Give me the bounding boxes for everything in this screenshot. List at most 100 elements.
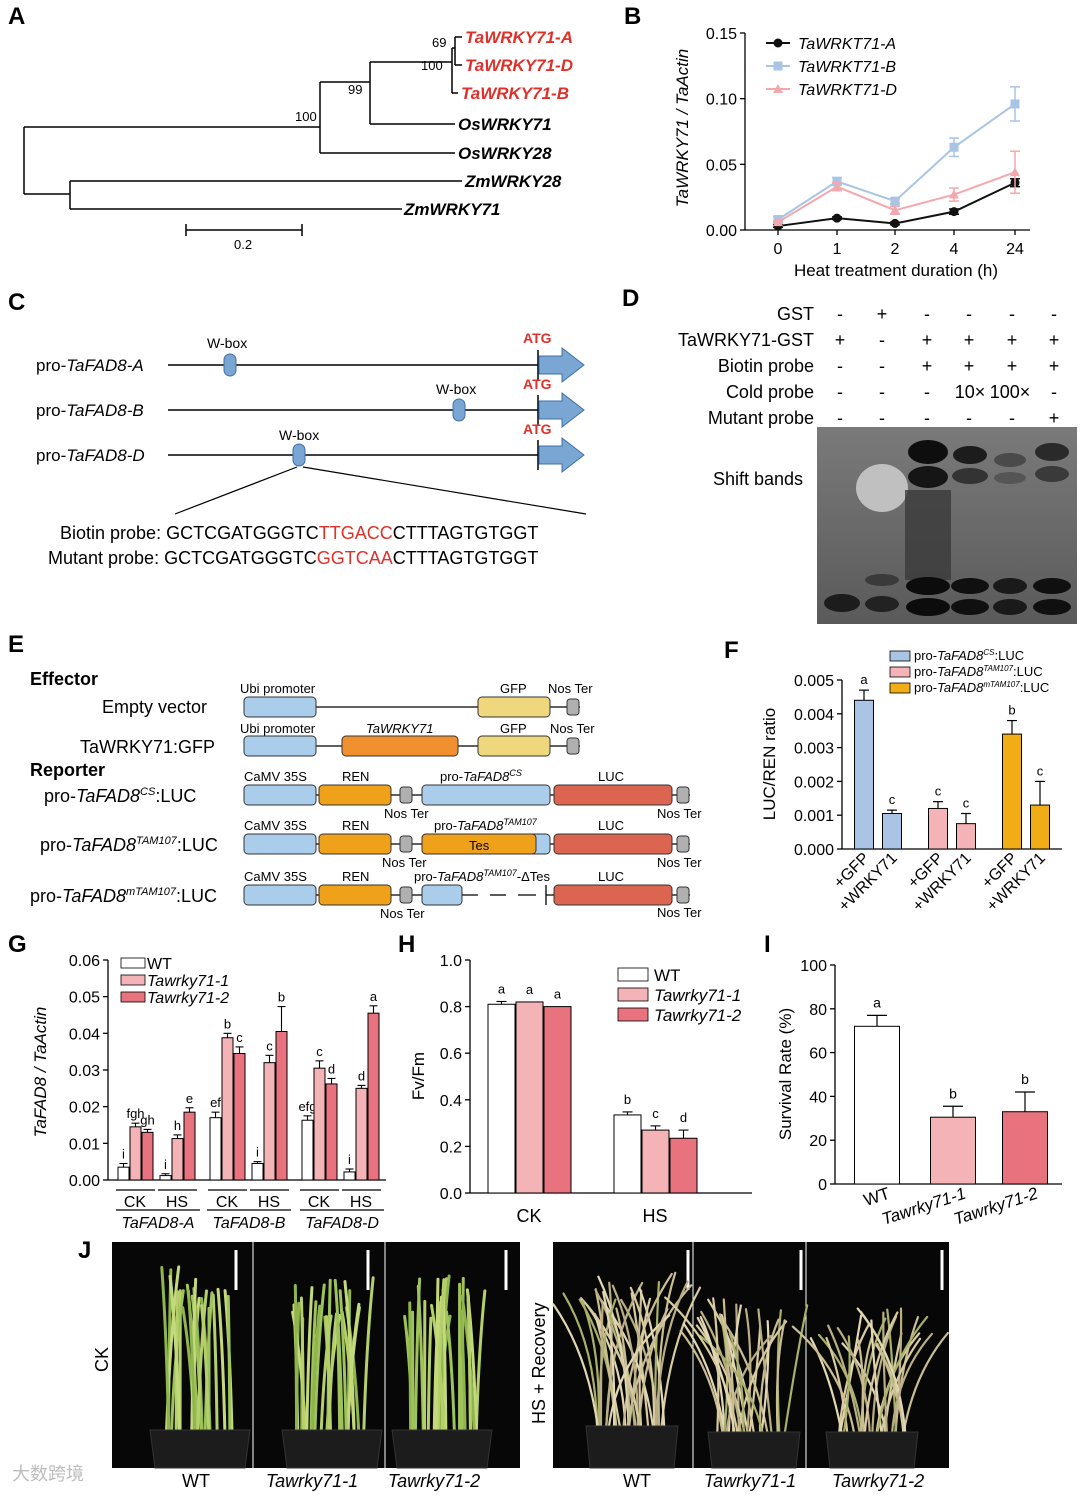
- promoter-diagram: pro-TaFAD8-A pro-TaFAD8-B pro-TaFAD8-D W…: [36, 330, 586, 568]
- group-label: HS: [350, 1194, 372, 1211]
- watermark: 大数跨境: [12, 1464, 84, 1484]
- leaf-zmwrky71: ZmWRKY71: [403, 200, 500, 219]
- bar: [222, 1038, 233, 1180]
- bar: [883, 814, 902, 849]
- bootstrap-99: 99: [348, 82, 362, 97]
- legend-label: Tawrky71-1: [147, 973, 229, 990]
- bar: [184, 1112, 195, 1180]
- bar: [488, 1004, 515, 1193]
- pot-3: [392, 1430, 492, 1468]
- legend-label: pro-TaFAD8mTAM107:LUC: [914, 680, 1049, 695]
- atg-d-label: ATG: [523, 421, 552, 437]
- legend-swatch: [890, 667, 910, 677]
- atg-arrow-d: [539, 438, 584, 472]
- emsa-mark: +: [1007, 330, 1018, 350]
- y-tick-label: 0.000: [794, 842, 834, 859]
- x-axis-label: Heat treatment duration (h): [794, 261, 998, 280]
- panel-letter-c: C: [8, 289, 25, 316]
- gfp-label: GFP: [500, 681, 527, 696]
- panel-letter-d: D: [622, 285, 639, 312]
- nos-label-4: Nos Ter: [657, 806, 702, 821]
- bootstrap-100a: 100: [421, 58, 443, 73]
- bar: [302, 1120, 313, 1180]
- emsa-row-label: Biotin probe: [718, 356, 814, 376]
- photo-label-1-ck: Tawrky71-1: [266, 1471, 358, 1491]
- luc-label: LUC: [598, 769, 624, 784]
- emsa-mark: +: [964, 330, 975, 350]
- legend-label: pro-TaFAD8CS:LUC: [914, 648, 1024, 663]
- significance-letter: a: [498, 981, 506, 996]
- data-point: [1010, 167, 1020, 176]
- leaf: [295, 1285, 296, 1432]
- x-tick-label: 1: [833, 241, 842, 258]
- photo-label-2-hs: Tawrky71-2: [832, 1471, 924, 1491]
- y-axis-label: LUC/REN ratio: [760, 708, 779, 820]
- legend-swatch: [121, 958, 145, 968]
- nos-label-8: Nos Ter: [657, 905, 702, 920]
- significance-letter: c: [935, 784, 942, 799]
- data-point: [950, 143, 959, 152]
- significance-letter: c: [889, 792, 896, 807]
- group-label: CK: [124, 1194, 147, 1211]
- emsa-panel: Shift bands GST-+----TaWRKY71-GST+-++++B…: [678, 304, 1077, 624]
- y-tick-label: 0.0: [440, 1186, 462, 1203]
- tes-label: Tes: [469, 838, 490, 853]
- legend-label: WT: [654, 966, 680, 985]
- photo-label-wt-ck: WT: [182, 1471, 210, 1491]
- pot-2: [282, 1430, 382, 1468]
- significance-letter: a: [526, 982, 534, 997]
- significance-letter: ef: [210, 1095, 221, 1110]
- y-axis-label: TaWRKY71 / TaActin: [673, 49, 692, 207]
- y-tick-label: 0.01: [69, 1136, 100, 1153]
- emsa-mark: -: [1009, 408, 1015, 428]
- significance-letter: c: [316, 1044, 323, 1059]
- bootstrap-values: 69 100 99 100 0.2: [234, 35, 446, 252]
- significance-letter: c: [266, 1038, 273, 1053]
- y-tick-label: 80: [809, 1002, 827, 1019]
- atg-a-label: ATG: [523, 330, 552, 346]
- emsa-row-label: GST: [777, 304, 814, 324]
- group-label: HS: [166, 1194, 188, 1211]
- tree-branch-69: [455, 37, 462, 65]
- significance-letter: a: [554, 987, 562, 1002]
- bar: [516, 1002, 543, 1193]
- wbox-d-label: W-box: [279, 427, 319, 443]
- y-tick-label: 40: [809, 1089, 827, 1106]
- emsa-mark: +: [835, 330, 846, 350]
- bar: [931, 1117, 976, 1184]
- emsa-mark: -: [837, 304, 843, 324]
- emsa-mark: +: [922, 356, 933, 376]
- significance-letter: b: [624, 1092, 631, 1107]
- significance-letter: d: [328, 1061, 335, 1076]
- bar: [264, 1063, 275, 1180]
- significance-letter: d: [358, 1068, 365, 1083]
- y-tick-label: 0.004: [794, 707, 834, 724]
- photo-label-2-ck: Tawrky71-2: [388, 1471, 480, 1491]
- emsa-mark: +: [1007, 356, 1018, 376]
- x-tick-label: HS: [642, 1206, 667, 1226]
- emsa-mark: -: [837, 382, 843, 402]
- y-tick-label: 0.04: [69, 1026, 100, 1043]
- y-tick-label: 0.003: [794, 741, 834, 758]
- y-axis-label: Fv/Fm: [409, 1052, 428, 1100]
- legend-label: TaWRKT71-B: [798, 59, 896, 76]
- data-point: [891, 197, 900, 206]
- biotin-probe: Biotin probe: GCTCGATGGGTCTTGACCCTTTAGTG…: [60, 523, 538, 543]
- bar: [234, 1054, 245, 1181]
- x-tick-label: CK: [516, 1206, 541, 1226]
- panel-letter-b: B: [624, 3, 641, 30]
- camv-label-3: CaMV 35S: [244, 869, 307, 884]
- y-tick-label: 1.0: [440, 953, 462, 970]
- y-tick-label: 0.02: [69, 1100, 100, 1117]
- promoter-b-label: pro-TaFAD8-B: [36, 401, 144, 420]
- panel-letter-g: G: [8, 931, 27, 958]
- y-tick-label: 0.05: [69, 990, 100, 1007]
- legend-label: Tawrky71-2: [147, 990, 229, 1007]
- leaf-oswrky71: OsWRKY71: [458, 115, 552, 134]
- wbox-a: [224, 354, 236, 376]
- legend-swatch: [890, 651, 910, 661]
- tawrky71-gfp-label: TaWRKY71:GFP: [80, 737, 215, 757]
